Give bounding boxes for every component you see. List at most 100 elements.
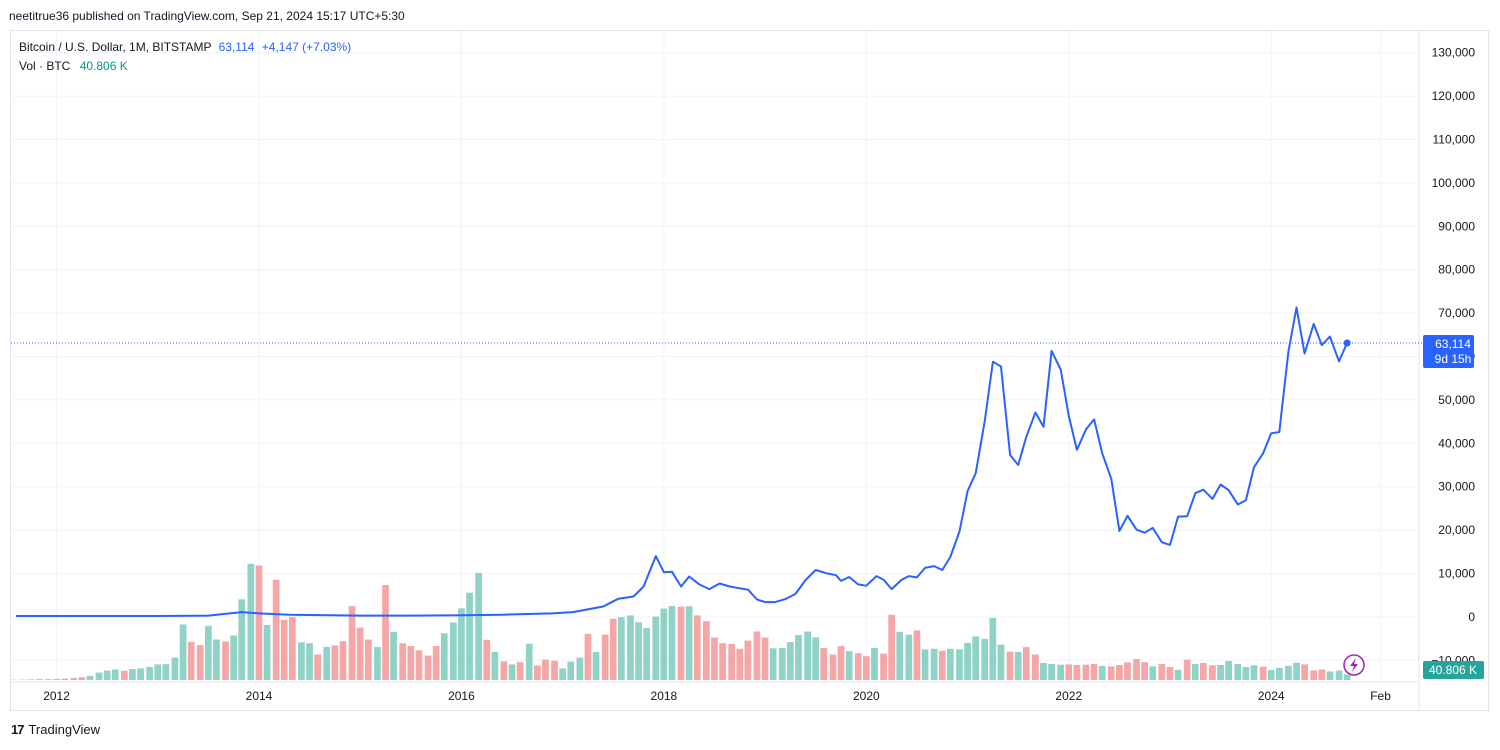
volume-bar	[407, 646, 415, 680]
volume-bar	[432, 646, 440, 680]
volume-bar	[1124, 662, 1131, 680]
tradingview-logo-icon: 17	[11, 722, 25, 737]
volume-bar	[795, 635, 802, 680]
volume-bar	[677, 606, 685, 680]
volume-bar	[374, 647, 381, 680]
volume-bar	[53, 678, 60, 680]
chart-frame[interactable]	[10, 30, 1489, 711]
volume-bar	[263, 625, 271, 680]
volume-bar	[584, 633, 592, 680]
volume-bar	[525, 643, 533, 680]
volume-bar	[761, 637, 769, 680]
volume-bar	[111, 669, 119, 680]
volume-bar	[205, 625, 212, 680]
volume-tag-value: 40.806 K	[1429, 663, 1477, 677]
volume-bar	[947, 648, 954, 680]
volume-bar	[508, 664, 516, 680]
volume-bar	[415, 650, 423, 681]
y-tick-label: 70,000	[1438, 306, 1475, 320]
y-tick-label: 100,000	[1432, 176, 1476, 190]
symbol-title[interactable]: Bitcoin / U.S. Dollar, 1M, BITSTAMP	[19, 40, 212, 54]
volume-bar	[1225, 661, 1232, 680]
volume-bar	[787, 642, 794, 680]
volume-bar	[863, 656, 870, 680]
volume-bar	[154, 664, 162, 680]
volume-bar	[1285, 665, 1292, 680]
volume-bar	[736, 648, 744, 680]
volume-bar	[1191, 664, 1199, 680]
volume-bar	[382, 585, 389, 680]
volume-bar	[339, 641, 347, 680]
brand-name: TradingView	[28, 722, 101, 737]
grid	[11, 31, 1420, 710]
price-tag-value: 63,114	[1435, 337, 1471, 351]
volume-bar	[280, 619, 288, 680]
volume-bar	[450, 622, 457, 680]
volume-bar	[997, 644, 1005, 680]
volume-bar	[685, 606, 693, 680]
volume-bar	[424, 655, 432, 680]
volume-bar	[1149, 666, 1157, 680]
volume-bar	[956, 649, 963, 680]
volume-bar	[913, 630, 921, 680]
volume-bar	[500, 661, 508, 680]
volume-title[interactable]: Vol · BTC	[19, 59, 71, 73]
volume-bar	[1014, 652, 1022, 680]
volume-bar	[938, 650, 946, 680]
volume-bar	[70, 678, 78, 680]
volume-bar	[196, 645, 204, 680]
volume-bar	[306, 643, 313, 680]
volume-bar	[1326, 671, 1334, 680]
volume-bar	[364, 639, 372, 680]
volume-bar	[95, 672, 103, 680]
volume-bar	[1276, 667, 1283, 680]
volume-bar	[1141, 662, 1148, 680]
volume-bar	[1107, 666, 1115, 680]
volume-bar	[1200, 663, 1207, 680]
y-tick-label: 40,000	[1438, 436, 1475, 450]
lightning-icon[interactable]	[1343, 654, 1365, 676]
price-line[interactable]	[16, 306, 1349, 617]
volume-bar	[871, 648, 878, 680]
volume-bar	[1174, 669, 1182, 680]
volume-bar	[551, 660, 558, 680]
volume-bar	[559, 668, 566, 680]
x-tick-label: 2022	[1055, 689, 1082, 703]
x-tick-label: Feb	[1370, 689, 1391, 703]
volume-bar	[905, 634, 913, 680]
volume-bar	[769, 648, 777, 680]
volume-bar	[964, 642, 971, 680]
volume-bar	[753, 631, 761, 680]
y-tick-label: 50,000	[1438, 393, 1475, 407]
volume-bar	[222, 641, 229, 680]
volume-bar	[1301, 664, 1308, 680]
volume-bars	[10, 563, 1351, 681]
volume-bar	[475, 572, 482, 680]
price-tag: 63,114 9d 15h	[1423, 335, 1474, 368]
y-tick-label: 10,000	[1438, 567, 1475, 581]
volume-bar	[930, 648, 938, 680]
volume-bar	[1040, 663, 1047, 680]
volume-bar	[491, 652, 499, 680]
volume-bar	[1267, 670, 1275, 680]
volume-bar	[896, 631, 904, 680]
volume-bar	[627, 615, 634, 680]
volume-bar	[1073, 665, 1081, 680]
volume-bar	[1242, 667, 1250, 680]
volume-bar	[255, 565, 263, 680]
y-tick-label: 80,000	[1438, 263, 1475, 277]
volume-bar	[458, 608, 465, 680]
volume-bar	[348, 606, 356, 680]
last-price-dot	[1343, 339, 1351, 347]
footer-brand[interactable]: 17 TradingView	[11, 722, 100, 737]
y-tick-label: 30,000	[1438, 480, 1475, 494]
volume-bar	[652, 616, 660, 680]
volume-bar	[162, 664, 170, 680]
volume-bar	[728, 644, 735, 680]
volume-bar	[1259, 666, 1267, 680]
volume-bar	[609, 618, 617, 680]
volume-bar	[812, 637, 819, 680]
volume-bar	[171, 657, 179, 680]
legend-change: +4,147 (+7.03%)	[261, 40, 352, 54]
